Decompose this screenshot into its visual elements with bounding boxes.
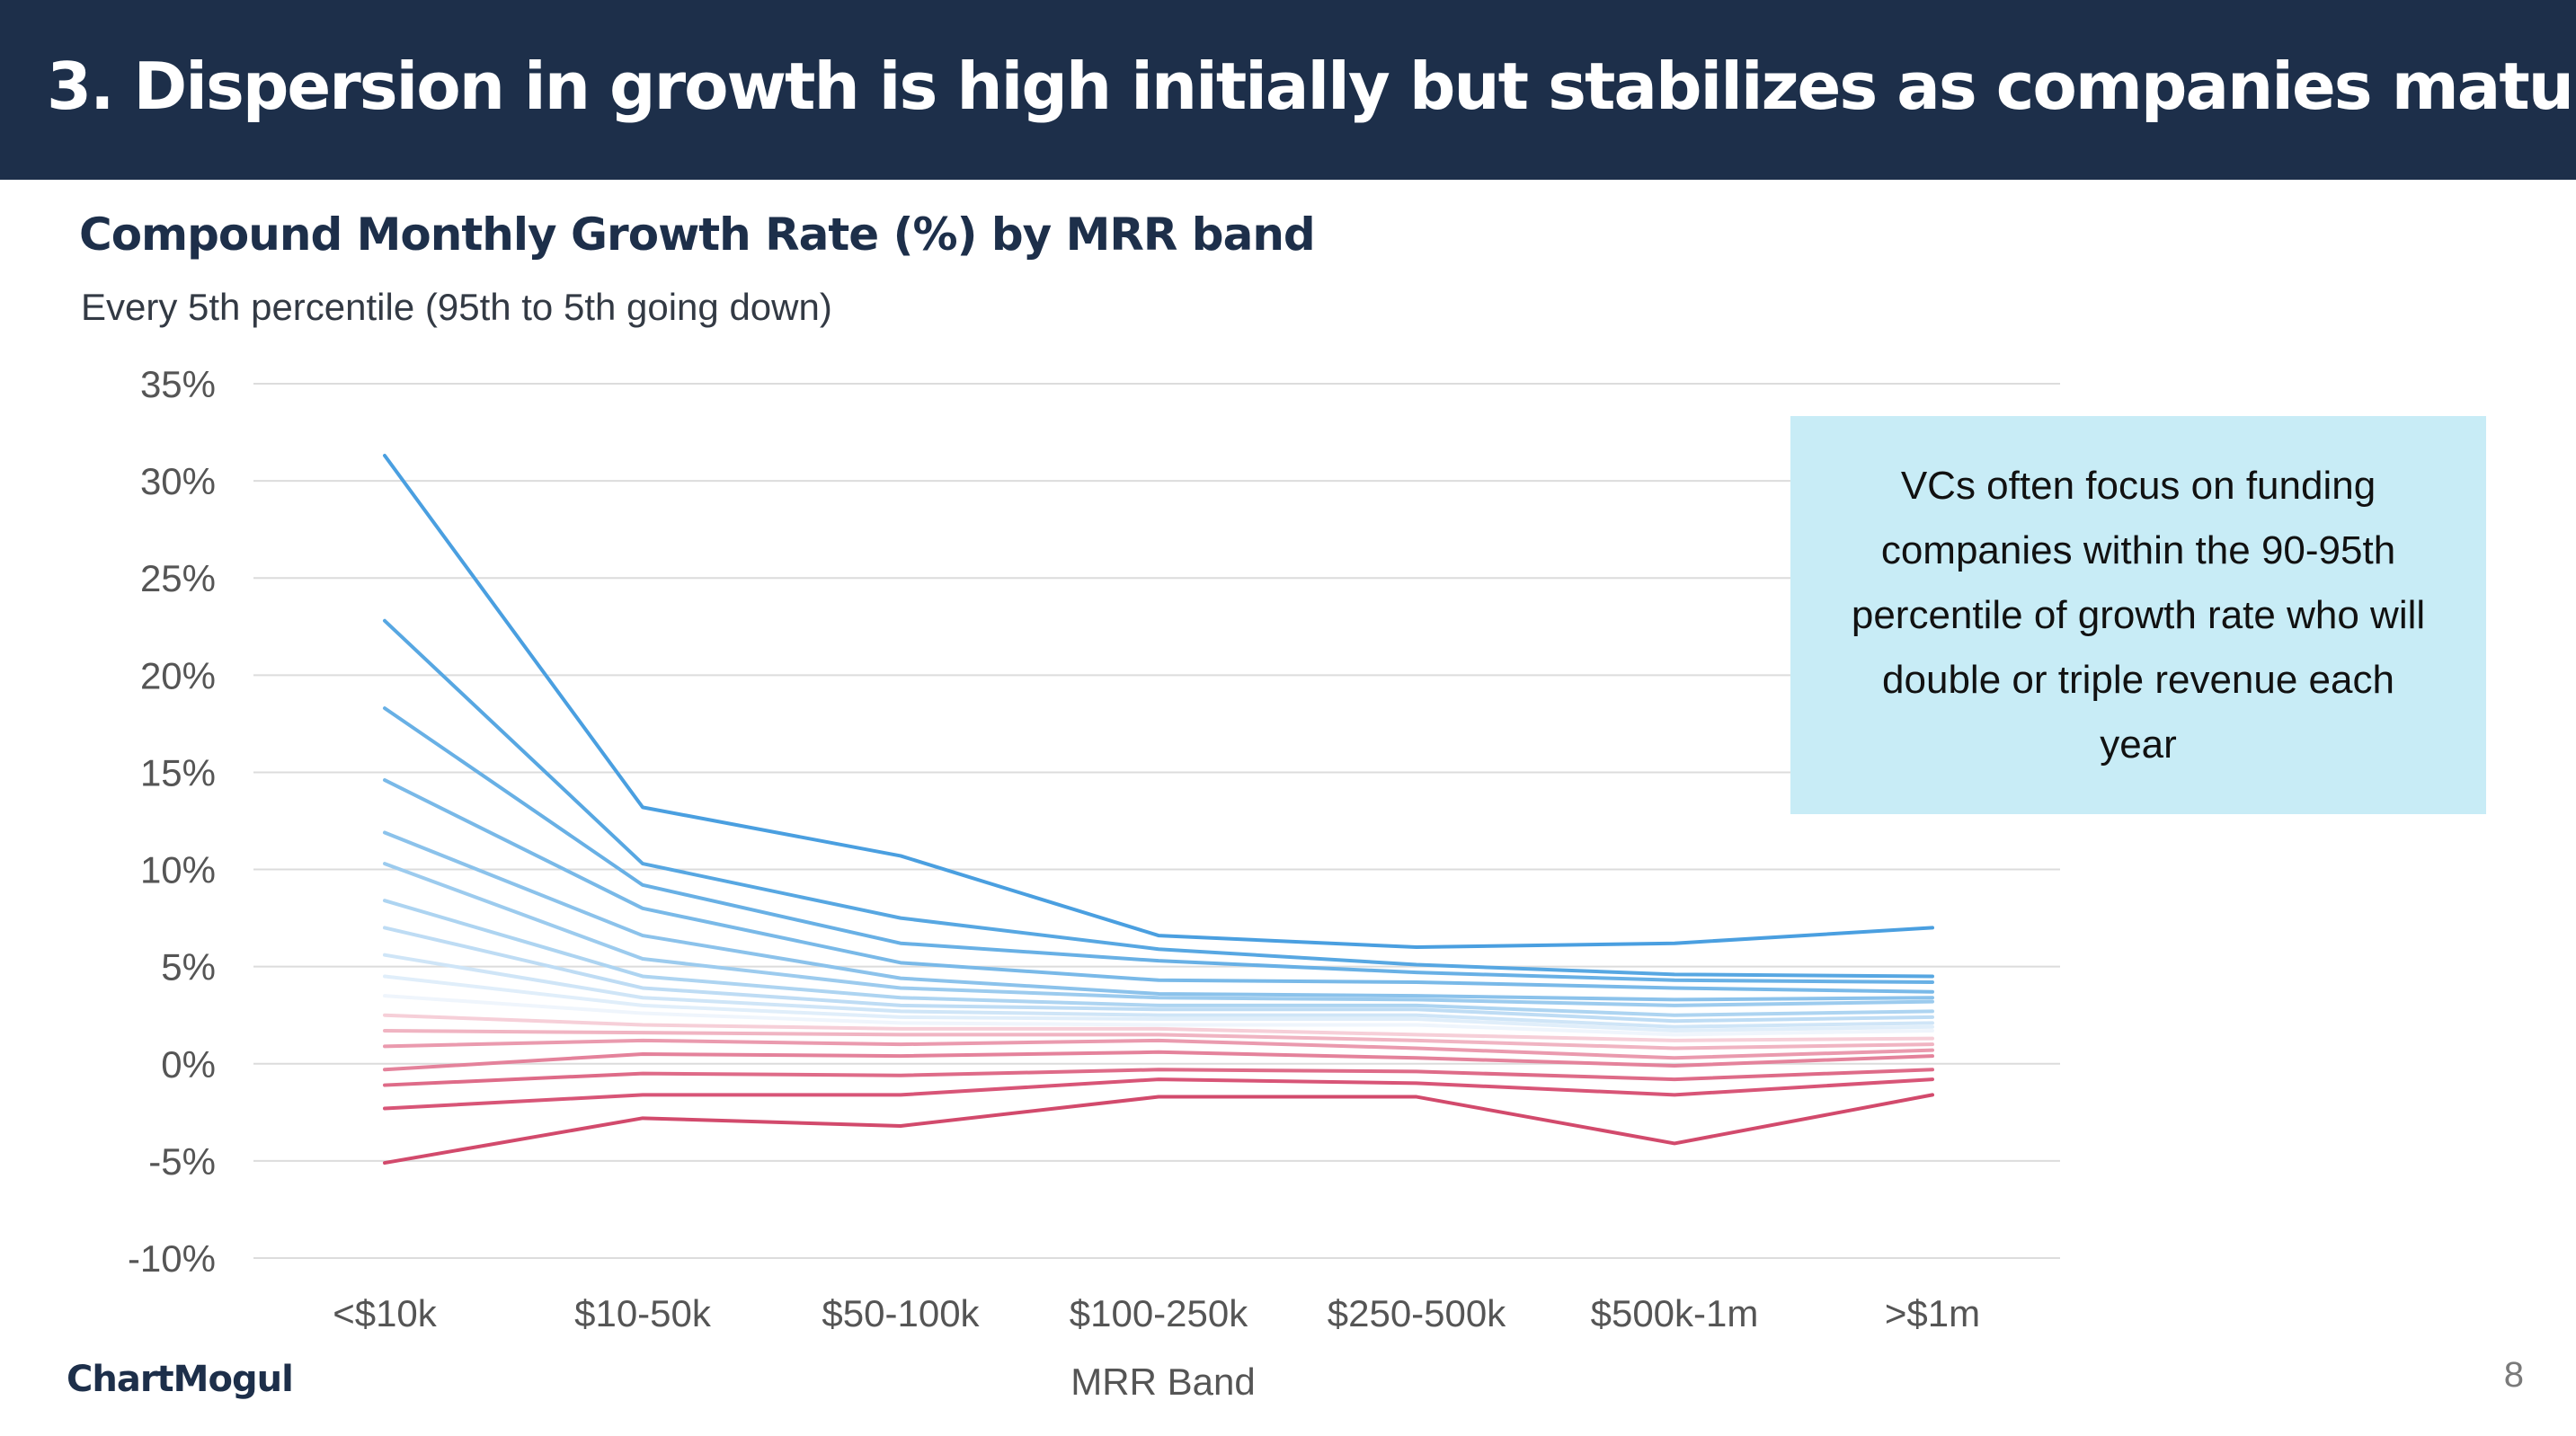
series-line-55th-percentile	[383, 953, 1934, 1029]
x-tick-label: $100-250k	[1070, 1292, 1248, 1334]
y-tick-label: -10%	[128, 1237, 216, 1280]
series-line-60th-percentile	[383, 926, 1934, 1024]
series-line-85th-percentile	[383, 706, 1934, 984]
x-tick-label: $10-50k	[574, 1292, 712, 1334]
series-line-25th-percentile	[383, 1050, 1934, 1072]
vc-callout-text: VCs often focus on funding companies wit…	[1851, 463, 2426, 767]
series-line-20th-percentile	[383, 1068, 1934, 1087]
series-line-95th-percentile	[383, 454, 1934, 950]
x-axis-title: MRR Band	[1070, 1361, 1255, 1403]
y-tick-label: 30%	[140, 460, 216, 502]
y-tick-label: 15%	[140, 751, 216, 793]
series-line-75th-percentile	[383, 830, 1934, 1002]
series-line-45th-percentile	[383, 994, 1934, 1037]
y-tick-label: 10%	[140, 849, 216, 891]
y-tick-label: -5%	[148, 1140, 216, 1183]
y-tick-label: 20%	[140, 654, 216, 696]
series-line-50th-percentile	[383, 974, 1934, 1033]
y-tick-label: 35%	[140, 363, 216, 405]
x-tick-label: $250-500k	[1328, 1292, 1506, 1334]
series-line-30th-percentile	[383, 1038, 1934, 1060]
series-line-80th-percentile	[383, 778, 1934, 994]
x-tick-label: $500k-1m	[1591, 1292, 1759, 1334]
series-line-10th-percentile	[383, 1093, 1934, 1166]
series-line-40th-percentile	[383, 1013, 1934, 1042]
slide-header: 3. Dispersion in growth is high initiall…	[0, 0, 2576, 180]
x-tick-label: $50-100k	[822, 1292, 980, 1334]
chart-subtitle: Every 5th percentile (95th to 5th going …	[81, 286, 832, 328]
slide-title: 3. Dispersion in growth is high initiall…	[47, 49, 2576, 124]
y-tick-label: 25%	[140, 557, 216, 599]
series-line-35th-percentile	[383, 1029, 1934, 1050]
x-tick-label: >$1m	[1885, 1292, 1980, 1334]
series-line-15th-percentile	[383, 1077, 1934, 1111]
vc-callout-box: VCs often focus on funding companies wit…	[1790, 416, 2486, 814]
series-line-90th-percentile	[383, 618, 1934, 979]
y-tick-label: 5%	[161, 946, 216, 988]
chartmogul-logo: ChartMogul	[67, 1359, 294, 1400]
y-tick-label: 0%	[161, 1043, 216, 1086]
page-number: 8	[2503, 1355, 2524, 1395]
x-tick-label: <$10k	[333, 1292, 438, 1334]
series-line-70th-percentile	[383, 862, 1934, 1007]
chart-title: Compound Monthly Growth Rate (%) by MRR …	[79, 208, 1316, 261]
series-line-65th-percentile	[383, 899, 1934, 1017]
